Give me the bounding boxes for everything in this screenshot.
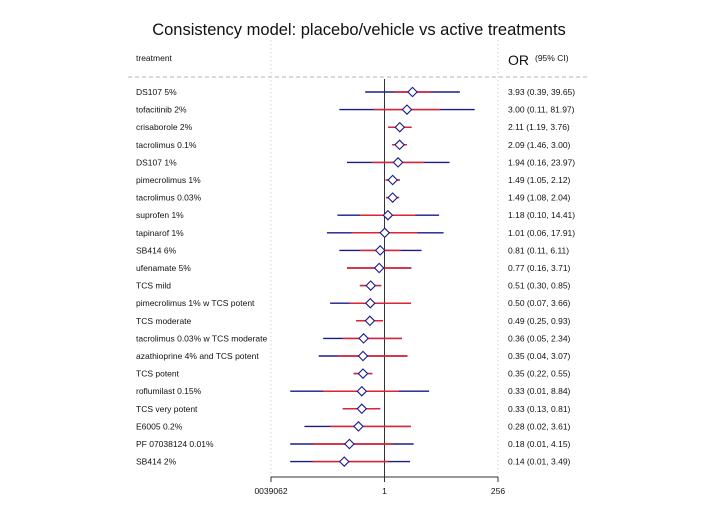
grid-layer bbox=[270, 40, 499, 477]
point-estimate-marker bbox=[394, 121, 406, 133]
or-ci-value: 0.33 (0.01, 8.84) bbox=[508, 386, 571, 396]
treatment-label: tacrolimus 0.03% bbox=[136, 193, 202, 203]
forest-row: ufenamate 5% 0.77 (0.16, 3.71) bbox=[136, 262, 571, 274]
x-tick-label: 256 bbox=[491, 486, 505, 496]
or-ci-value: 0.33 (0.13, 0.81) bbox=[508, 404, 571, 414]
or-ci-value: 1.49 (1.05, 2.12) bbox=[508, 175, 571, 185]
point-estimate-marker bbox=[353, 421, 364, 432]
treatment-column-header: treatment bbox=[136, 53, 173, 63]
treatment-label: TCS mild bbox=[136, 281, 171, 291]
forest-row: pimecrolimus 1% 1.49 (1.05, 2.12) bbox=[136, 174, 571, 186]
point-estimate-marker bbox=[382, 209, 394, 221]
forest-row: SB414 6% 0.81 (0.11, 6.11) bbox=[136, 245, 569, 256]
chart-title: Consistency model: placebo/vehicle vs ac… bbox=[152, 21, 566, 39]
forest-row: DS107 5% 3.93 (0.39, 39.65) bbox=[136, 86, 575, 98]
point-estimate-marker bbox=[401, 104, 413, 115]
point-estimate-marker bbox=[373, 262, 385, 274]
or-ci-value: 1.94 (0.16, 23.97) bbox=[508, 157, 575, 167]
forest-row: tofacitinib 2% 3.00 (0.11, 81.97) bbox=[136, 104, 575, 115]
or-ci-value: 0.35 (0.04, 3.07) bbox=[508, 351, 571, 361]
or-ci-value: 1.49 (1.08, 2.04) bbox=[508, 193, 571, 203]
forest-row: tapinarof 1% 1.01 (0.06, 17.91) bbox=[136, 227, 575, 239]
treatment-label: DS107 5% bbox=[136, 87, 177, 97]
or-ci-value: 1.01 (0.06, 17.91) bbox=[508, 228, 575, 238]
or-ci-value: 2.11 (1.19, 3.76) bbox=[508, 122, 570, 132]
treatment-label: suprofen 1% bbox=[136, 210, 184, 220]
treatment-label: pimecrolimus 1% w TCS potent bbox=[136, 298, 255, 308]
or-ci-value: 0.77 (0.16, 3.71) bbox=[508, 263, 571, 273]
point-estimate-marker bbox=[338, 456, 350, 467]
forest-row: azathioprine 4% and TCS potent 0.35 (0.04… bbox=[136, 350, 571, 362]
x-tick-label: 0039062 bbox=[254, 486, 287, 496]
treatment-label: tacrolimus 0.03% w TCS moderate bbox=[136, 333, 267, 343]
or-column-header: OR bbox=[508, 52, 529, 68]
treatment-label: PF 07038124 0.01% bbox=[136, 439, 214, 449]
treatment-label: TCS very potent bbox=[136, 404, 198, 414]
point-estimate-marker bbox=[407, 86, 418, 98]
x-tick-label: 1 bbox=[382, 486, 387, 496]
treatment-label: SB414 6% bbox=[136, 245, 177, 255]
forest-row: DS107 1% 1.94 (0.16, 23.97) bbox=[136, 157, 575, 168]
rows-layer: DS107 5% 3.93 (0.39, 39.65) tofacitinib 2%… bbox=[136, 86, 575, 467]
forest-row: roflumilast 0.15% 0.33 (0.01, 8.84) bbox=[136, 385, 571, 397]
forest-row: crisaborole 2% 2.11 (1.19, 3.76) bbox=[136, 121, 570, 133]
ci-column-header: (95% CI) bbox=[535, 53, 569, 63]
or-ci-value: 0.81 (0.11, 6.11) bbox=[508, 245, 569, 255]
forest-row: TCS very potent 0.33 (0.13, 0.81) bbox=[136, 403, 571, 415]
or-ci-value: 0.18 (0.01, 4.15) bbox=[508, 439, 571, 449]
treatment-label: pimecrolimus 1% bbox=[136, 175, 201, 185]
forest-row: suprofen 1% 1.18 (0.10, 14.41) bbox=[136, 209, 575, 221]
point-estimate-marker bbox=[387, 174, 399, 186]
point-estimate-marker bbox=[394, 139, 405, 151]
forest-row: tacrolimus 0.03% w TCS moderate 0.36 (0.0… bbox=[136, 333, 571, 344]
point-estimate-marker bbox=[357, 350, 369, 362]
forest-row: TCS mild 0.51 (0.30, 0.85) bbox=[136, 280, 571, 291]
treatment-label: roflumilast 0.15% bbox=[136, 386, 202, 396]
or-ci-value: 0.35 (0.22, 0.55) bbox=[508, 369, 571, 379]
treatment-label: tacrolimus 0.1% bbox=[136, 140, 197, 150]
or-ci-value: 0.50 (0.07, 3.66) bbox=[508, 298, 571, 308]
treatment-label: ufenamate 5% bbox=[136, 263, 191, 273]
or-ci-value: 3.00 (0.11, 81.97) bbox=[508, 105, 575, 115]
treatment-label: TCS potent bbox=[136, 369, 180, 379]
treatment-label: E6005 0.2% bbox=[136, 421, 183, 431]
or-ci-value: 3.93 (0.39, 39.65) bbox=[508, 87, 575, 97]
forest-row: TCS potent 0.35 (0.22, 0.55) bbox=[136, 368, 571, 379]
treatment-label: azathioprine 4% and TCS potent bbox=[136, 351, 259, 361]
point-estimate-marker bbox=[392, 157, 404, 168]
treatment-label: SB414 2% bbox=[136, 457, 177, 467]
point-estimate-marker bbox=[357, 368, 369, 379]
forest-row: PF 07038124 0.01% 0.18 (0.01, 4.15) bbox=[136, 438, 571, 450]
point-estimate-marker bbox=[365, 280, 377, 291]
or-ci-value: 0.28 (0.02, 3.61) bbox=[508, 421, 571, 431]
or-ci-value: 0.14 (0.01, 3.49) bbox=[508, 457, 571, 467]
point-estimate-marker bbox=[344, 438, 355, 450]
forest-row: tacrolimus 0.1% 2.09 (1.46, 3.00) bbox=[136, 139, 571, 151]
or-ci-value: 1.18 (0.10, 14.41) bbox=[508, 210, 575, 220]
treatment-label: crisaborole 2% bbox=[136, 122, 193, 132]
point-estimate-marker bbox=[356, 385, 368, 397]
or-ci-value: 0.51 (0.30, 0.85) bbox=[508, 281, 571, 291]
point-estimate-marker bbox=[387, 192, 399, 203]
point-estimate-marker bbox=[358, 333, 369, 344]
treatment-label: tofacitinib 2% bbox=[136, 105, 187, 115]
point-estimate-marker bbox=[374, 245, 386, 256]
point-estimate-marker bbox=[364, 315, 376, 327]
forest-row: E6005 0.2% 0.28 (0.02, 3.61) bbox=[136, 421, 571, 432]
x-axis: 0039062 1 256 bbox=[254, 476, 505, 496]
forest-row: pimecrolimus 1% w TCS potent 0.50 (0.07, … bbox=[136, 297, 571, 309]
forest-row: SB414 2% 0.14 (0.01, 3.49) bbox=[136, 456, 571, 467]
forest-row: TCS moderate 0.49 (0.25, 0.93) bbox=[136, 315, 571, 327]
forest-row: tacrolimus 0.03% 1.49 (1.08, 2.04) bbox=[136, 192, 571, 203]
or-ci-value: 0.36 (0.05, 2.34) bbox=[508, 333, 571, 343]
treatment-label: DS107 1% bbox=[136, 157, 177, 167]
or-ci-value: 2.09 (1.46, 3.00) bbox=[508, 140, 571, 150]
point-estimate-marker bbox=[356, 403, 368, 415]
treatment-label: tapinarof 1% bbox=[136, 228, 184, 238]
point-estimate-marker bbox=[364, 297, 376, 309]
or-ci-value: 0.49 (0.25, 0.93) bbox=[508, 316, 571, 326]
treatment-label: TCS moderate bbox=[136, 316, 192, 326]
point-estimate-marker bbox=[379, 227, 391, 239]
